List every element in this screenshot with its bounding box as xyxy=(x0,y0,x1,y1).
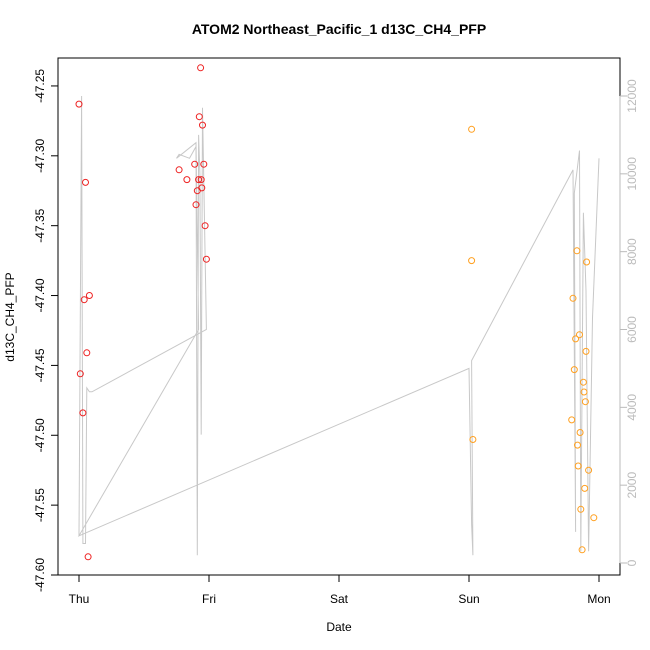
data-point xyxy=(84,553,92,561)
data-point xyxy=(582,347,590,355)
y-tick-label: -47.45 xyxy=(33,348,47,382)
data-point xyxy=(75,100,83,108)
chart-title: ATOM2 Northeast_Pacific_1 d13C_CH4_PFP xyxy=(192,21,486,37)
y-tick-label: -47.25 xyxy=(33,69,47,103)
data-point xyxy=(183,176,191,184)
data-point xyxy=(198,184,206,192)
y2-tick-label: 10000 xyxy=(625,157,639,191)
data-point xyxy=(469,436,477,443)
data-point xyxy=(192,201,200,209)
y2-tick-label: 0 xyxy=(625,559,639,566)
y2-tick-label: 6000 xyxy=(625,316,639,343)
data-point xyxy=(82,178,89,186)
data-point xyxy=(576,331,583,339)
plot-frame xyxy=(57,57,621,576)
data-point xyxy=(191,160,199,168)
x-tick-label: Fri xyxy=(202,592,216,606)
data-point xyxy=(574,441,581,449)
data-point xyxy=(570,366,578,374)
data-point xyxy=(579,378,587,386)
y-tick-label: -47.55 xyxy=(33,488,47,522)
y-tick-label: -47.50 xyxy=(33,418,47,452)
y-axis-right: 0 2000 4000 6000 8000 10000 12000 xyxy=(619,79,639,566)
data-point xyxy=(79,409,87,417)
x-axis-label: Date xyxy=(326,620,352,634)
y-tick-label: -47.35 xyxy=(33,208,47,242)
data-point xyxy=(569,294,577,302)
data-point xyxy=(80,296,88,304)
data-point xyxy=(580,388,588,396)
data-point xyxy=(574,462,582,470)
data-point xyxy=(585,466,593,474)
x-tick-label: Sun xyxy=(458,592,479,606)
y2-tick-label: 2000 xyxy=(625,472,639,499)
y-tick-label: -47.60 xyxy=(33,558,47,592)
data-point xyxy=(197,176,205,184)
data-point xyxy=(468,125,476,133)
altitude-line-layer xyxy=(77,95,600,556)
data-point xyxy=(578,546,586,554)
data-point xyxy=(200,160,208,168)
data-point xyxy=(195,113,203,121)
data-point xyxy=(193,187,201,195)
data-point xyxy=(572,335,580,343)
y-axis-left: -47.60 -47.55 -47.50 -47.45 -47.40 -47.35 -47.… xyxy=(33,69,58,592)
y2-tick-label: 12000 xyxy=(625,79,639,113)
data-point xyxy=(583,258,591,266)
y-tick-label: -47.40 xyxy=(33,278,47,312)
data-point xyxy=(197,64,205,72)
data-point xyxy=(202,255,210,263)
data-point xyxy=(195,176,203,184)
data-point xyxy=(85,292,93,299)
data-point xyxy=(76,370,84,378)
x-tick-label: Thu xyxy=(69,592,90,606)
data-point xyxy=(468,257,476,265)
x-axis: Thu Fri Sat Sun Mon xyxy=(69,574,611,606)
data-points-layer xyxy=(75,64,598,561)
altitude-series-line xyxy=(77,95,600,556)
x-tick-label: Sat xyxy=(330,592,349,606)
data-point xyxy=(577,505,585,513)
data-point xyxy=(568,416,576,424)
data-point xyxy=(573,247,581,255)
data-point xyxy=(199,121,206,129)
y-axis-label: d13C_CH4_PFP xyxy=(3,272,17,361)
x-tick-label: Mon xyxy=(587,592,610,606)
y2-tick-label: 8000 xyxy=(625,238,639,265)
data-point xyxy=(201,222,209,230)
y2-tick-label: 4000 xyxy=(625,394,639,421)
data-point xyxy=(83,349,91,357)
data-point xyxy=(581,484,589,492)
y-tick-label: -47.30 xyxy=(33,138,47,172)
data-point xyxy=(590,514,598,522)
data-point xyxy=(581,398,589,406)
data-point xyxy=(576,429,584,436)
data-point xyxy=(175,166,183,174)
